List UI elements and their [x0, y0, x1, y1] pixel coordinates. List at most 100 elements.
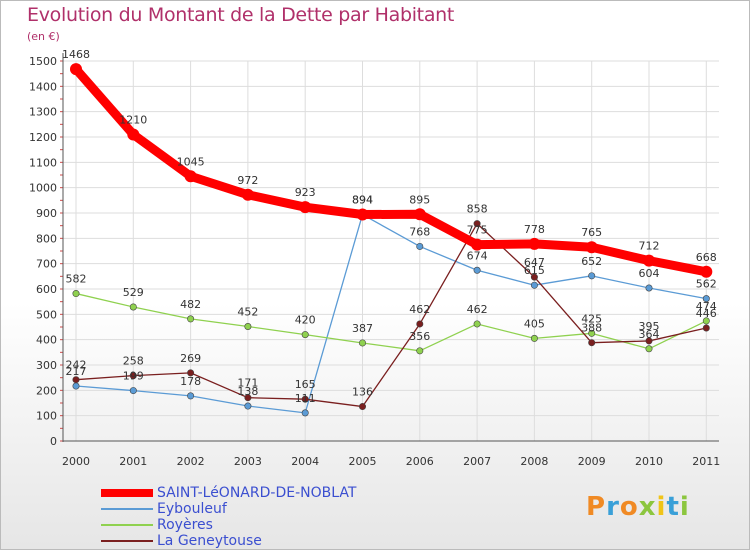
data-point [187, 369, 195, 377]
x-tick-label: 2004 [291, 455, 319, 468]
logo-letter: i [679, 492, 690, 522]
data-label: 446 [696, 307, 717, 320]
data-label: 138 [237, 385, 258, 398]
y-tick-label: 100 [36, 410, 57, 423]
data-label: 858 [467, 203, 488, 216]
y-tick-label: 200 [36, 384, 57, 397]
data-label: 474 [696, 300, 717, 313]
data-label: 529 [123, 286, 144, 299]
data-label: 482 [180, 298, 201, 311]
legend-label: La Geneytouse [157, 533, 262, 549]
data-label: 923 [295, 186, 316, 199]
data-label: 405 [524, 317, 545, 330]
data-point [70, 63, 82, 76]
data-label: 895 [409, 193, 430, 206]
data-label: 269 [180, 352, 201, 365]
data-label: 668 [696, 251, 717, 264]
x-tick-label: 2006 [406, 455, 434, 468]
data-label: 894 [352, 194, 373, 207]
data-point [358, 403, 366, 411]
data-label: 604 [639, 267, 660, 280]
data-point [356, 208, 369, 221]
proxiti-logo: Proxiti [586, 492, 690, 522]
data-point [473, 320, 481, 328]
y-tick-label: 800 [36, 232, 57, 245]
data-label: 258 [123, 355, 144, 368]
data-label: 165 [295, 378, 316, 391]
data-label: 1210 [119, 113, 147, 126]
data-label: 972 [237, 174, 258, 187]
data-label: 462 [467, 303, 488, 316]
data-label: 136 [352, 386, 373, 399]
y-tick-label: 900 [36, 207, 57, 220]
data-point [702, 317, 710, 325]
legend-swatch [101, 524, 153, 526]
data-point [416, 320, 424, 328]
data-point [645, 337, 653, 345]
x-tick-label: 2008 [520, 455, 548, 468]
data-label: 768 [409, 225, 430, 238]
data-label: 894 [352, 194, 373, 207]
data-point [129, 303, 137, 311]
data-point [471, 238, 484, 251]
data-point [301, 395, 309, 403]
x-tick-label: 2002 [177, 455, 205, 468]
y-tick-label: 500 [36, 308, 57, 321]
data-point [187, 315, 195, 323]
data-point [585, 241, 598, 254]
x-tick-label: 2003 [234, 455, 262, 468]
y-tick-label: 0 [50, 435, 57, 448]
data-point [530, 281, 538, 289]
data-label: 395 [639, 320, 660, 333]
y-tick-label: 1200 [29, 131, 57, 144]
y-tick-label: 1300 [29, 106, 57, 119]
legend-swatch [101, 489, 153, 497]
data-point [358, 339, 366, 347]
logo-letter: x [638, 492, 657, 522]
data-label: 420 [295, 314, 316, 327]
data-point [416, 242, 424, 250]
data-label: 242 [66, 359, 87, 372]
data-point [413, 208, 426, 221]
y-tick-label: 1000 [29, 182, 57, 195]
data-point [72, 376, 80, 384]
data-point [473, 266, 481, 274]
chart-title: Evolution du Montant de la Dette par Hab… [27, 4, 455, 26]
legend-swatch [101, 540, 153, 542]
series-line [75, 222, 707, 408]
data-point [244, 402, 252, 410]
data-label: 1468 [62, 48, 90, 61]
data-point [528, 237, 541, 250]
data-point [588, 339, 596, 347]
data-point [299, 201, 312, 214]
logo-letter: t [666, 492, 680, 522]
data-label: 562 [696, 278, 717, 291]
data-label: 425 [581, 312, 602, 325]
data-label: 647 [524, 256, 545, 269]
y-tick-label: 1500 [29, 55, 57, 68]
data-label: 217 [66, 365, 87, 378]
logo-letter: i [656, 492, 667, 522]
x-tick-label: 2011 [692, 455, 720, 468]
data-label: 712 [639, 240, 660, 253]
data-label: 356 [409, 330, 430, 343]
legend-label: Royères [157, 517, 213, 533]
x-tick-label: 2000 [62, 455, 90, 468]
data-label: 199 [123, 370, 144, 383]
data-label: 674 [467, 249, 488, 262]
data-label: 452 [237, 305, 258, 318]
data-point [530, 334, 538, 342]
data-label: 388 [581, 322, 602, 335]
data-label: 462 [409, 303, 430, 316]
data-point [244, 322, 252, 330]
y-tick-label: 600 [36, 283, 57, 296]
data-point [416, 347, 424, 355]
data-point [301, 331, 309, 339]
y-tick-label: 1400 [29, 80, 57, 93]
y-tick-label: 700 [36, 258, 57, 271]
series-line [75, 292, 707, 352]
data-point [588, 272, 596, 280]
data-point [530, 273, 538, 281]
legend-label: SAINT-LéONARD-DE-NOBLAT [157, 485, 357, 501]
